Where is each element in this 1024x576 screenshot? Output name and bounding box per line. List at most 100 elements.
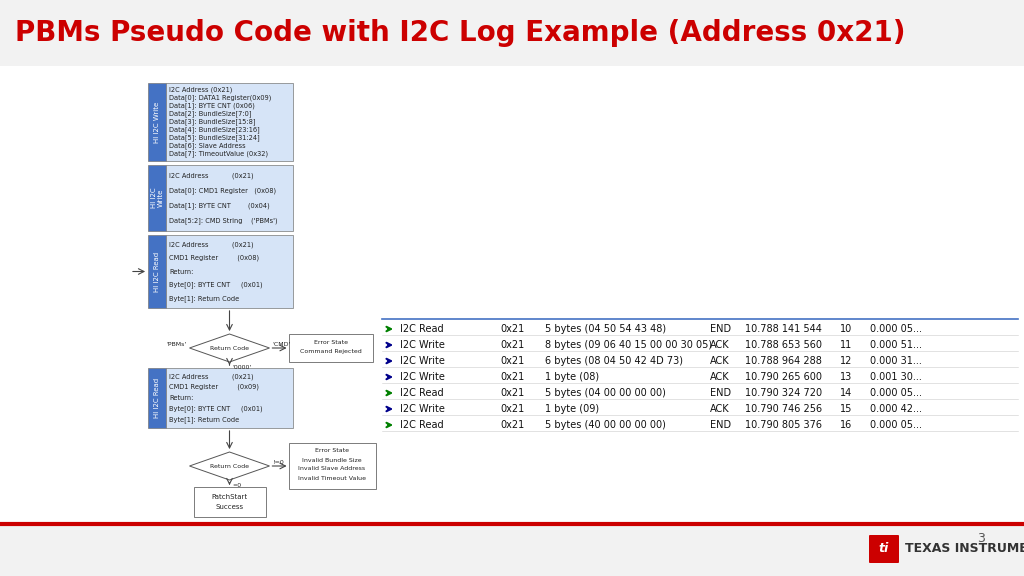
Text: I2C Address           (0x21): I2C Address (0x21) (169, 241, 254, 248)
Text: Data[1]: BYTE CNT        (0x04): Data[1]: BYTE CNT (0x04) (169, 202, 269, 209)
FancyBboxPatch shape (0, 0, 1024, 66)
FancyBboxPatch shape (194, 487, 265, 517)
Text: Byte[1]: Return Code: Byte[1]: Return Code (169, 295, 240, 302)
Text: 6 bytes (08 04 50 42 4D 73): 6 bytes (08 04 50 42 4D 73) (545, 356, 683, 366)
Text: 0.000 51...: 0.000 51... (870, 340, 922, 350)
Text: 15: 15 (840, 404, 852, 414)
Text: Data[2]: BundleSize[7:0]: Data[2]: BundleSize[7:0] (169, 111, 252, 118)
Text: HI I2C Read: HI I2C Read (154, 252, 160, 291)
FancyBboxPatch shape (166, 368, 293, 428)
Text: !=0: !=0 (272, 460, 285, 464)
Text: Data[4]: BundleSize[23:16]: Data[4]: BundleSize[23:16] (169, 127, 260, 134)
Text: 5 bytes (04 00 00 00 00): 5 bytes (04 00 00 00 00) (545, 388, 666, 398)
Text: 5 bytes (04 50 54 43 48): 5 bytes (04 50 54 43 48) (545, 324, 667, 334)
Text: 0x21: 0x21 (500, 356, 524, 366)
FancyBboxPatch shape (148, 83, 166, 161)
Text: I2C Read: I2C Read (400, 388, 443, 398)
Text: Data[0]: DATA1 Register(0x09): Data[0]: DATA1 Register(0x09) (169, 94, 271, 101)
Text: Invalid Timeout Value: Invalid Timeout Value (298, 476, 366, 480)
Text: Return:: Return: (169, 395, 194, 401)
Text: 16: 16 (840, 420, 852, 430)
Text: ti: ti (879, 543, 889, 555)
Polygon shape (189, 452, 269, 480)
FancyBboxPatch shape (289, 443, 376, 489)
Text: I2C Address (0x21): I2C Address (0x21) (169, 87, 232, 93)
Text: Data[3]: BundleSize[15:8]: Data[3]: BundleSize[15:8] (169, 119, 256, 126)
FancyBboxPatch shape (148, 368, 166, 428)
Text: 0.000 05...: 0.000 05... (870, 324, 922, 334)
Text: HI I2C Write: HI I2C Write (154, 101, 160, 143)
Text: Error State: Error State (315, 449, 349, 453)
FancyBboxPatch shape (148, 165, 166, 231)
Polygon shape (189, 334, 269, 362)
Text: 0.000 31...: 0.000 31... (870, 356, 922, 366)
Text: 13: 13 (840, 372, 852, 382)
Text: Byte[0]: BYTE CNT     (0x01): Byte[0]: BYTE CNT (0x01) (169, 282, 262, 288)
Text: 0.000 42...: 0.000 42... (870, 404, 922, 414)
Text: Success: Success (215, 504, 244, 510)
Text: 0.001 30...: 0.001 30... (870, 372, 922, 382)
Text: Return:: Return: (169, 268, 194, 275)
Text: 1 byte (09): 1 byte (09) (545, 404, 599, 414)
Text: I2C Write: I2C Write (400, 372, 444, 382)
Text: Data[7]: TimeoutValue (0x32): Data[7]: TimeoutValue (0x32) (169, 151, 268, 157)
Text: I2C Read: I2C Read (400, 324, 443, 334)
Text: PBMs Pseudo Code with I2C Log Example (Address 0x21): PBMs Pseudo Code with I2C Log Example (A… (15, 19, 905, 47)
Text: 0x21: 0x21 (500, 372, 524, 382)
Text: 12: 12 (840, 356, 852, 366)
Text: I2C Write: I2C Write (400, 356, 444, 366)
Text: 11: 11 (840, 340, 852, 350)
Text: =0: =0 (232, 483, 242, 488)
Text: 'PBMs': 'PBMs' (166, 342, 186, 347)
FancyBboxPatch shape (166, 165, 293, 231)
Text: ACK: ACK (710, 404, 730, 414)
Text: 0x21: 0x21 (500, 404, 524, 414)
Text: 10.790 265 600: 10.790 265 600 (745, 372, 822, 382)
Text: 10.788 964 288: 10.788 964 288 (745, 356, 822, 366)
Text: CMD1 Register         (0x09): CMD1 Register (0x09) (169, 384, 259, 391)
Text: Return Code: Return Code (210, 464, 249, 468)
Text: Data[0]: CMD1 Register   (0x08): Data[0]: CMD1 Register (0x08) (169, 187, 276, 194)
Text: 0.000 05...: 0.000 05... (870, 420, 922, 430)
Text: Byte[1]: Return Code: Byte[1]: Return Code (169, 416, 240, 423)
Text: 10.790 324 720: 10.790 324 720 (745, 388, 822, 398)
Text: Error State: Error State (313, 340, 347, 346)
Text: END: END (710, 420, 731, 430)
FancyBboxPatch shape (166, 235, 293, 308)
Text: 14: 14 (840, 388, 852, 398)
Text: CMD1 Register         (0x08): CMD1 Register (0x08) (169, 255, 259, 262)
Text: 10: 10 (840, 324, 852, 334)
Text: Byte[0]: BYTE CNT     (0x01): Byte[0]: BYTE CNT (0x01) (169, 406, 262, 412)
Text: I2C Write: I2C Write (400, 340, 444, 350)
Text: 10.788 141 544: 10.788 141 544 (745, 324, 822, 334)
Text: END: END (710, 324, 731, 334)
Text: I2C Address           (0x21): I2C Address (0x21) (169, 172, 254, 179)
Text: ACK: ACK (710, 356, 730, 366)
Text: Data[5:2]: CMD String    ('PBMs'): Data[5:2]: CMD String ('PBMs') (169, 217, 278, 224)
Text: HI I2C Read: HI I2C Read (154, 378, 160, 418)
Text: 1 byte (08): 1 byte (08) (545, 372, 599, 382)
Text: Return Code: Return Code (210, 346, 249, 351)
Text: 10.788 653 560: 10.788 653 560 (745, 340, 822, 350)
Text: 10.790 746 256: 10.790 746 256 (745, 404, 822, 414)
Text: I2C Write: I2C Write (400, 404, 444, 414)
Text: 10.790 805 376: 10.790 805 376 (745, 420, 822, 430)
Text: Data[5]: BundleSize[31:24]: Data[5]: BundleSize[31:24] (169, 135, 260, 141)
Text: ACK: ACK (710, 340, 730, 350)
FancyBboxPatch shape (148, 235, 166, 308)
Text: Data[1]: BYTE CNT (0x06): Data[1]: BYTE CNT (0x06) (169, 103, 255, 109)
FancyBboxPatch shape (0, 48, 1024, 524)
Text: 8 bytes (09 06 40 15 00 00 30 05): 8 bytes (09 06 40 15 00 00 30 05) (545, 340, 712, 350)
FancyBboxPatch shape (869, 535, 899, 563)
Text: 0.000 05...: 0.000 05... (870, 388, 922, 398)
Text: I2C Address           (0x21): I2C Address (0x21) (169, 373, 254, 380)
Text: ACK: ACK (710, 372, 730, 382)
FancyBboxPatch shape (166, 83, 293, 161)
Text: 5 bytes (40 00 00 00 00): 5 bytes (40 00 00 00 00) (545, 420, 666, 430)
Text: PatchStart: PatchStart (211, 494, 248, 500)
Text: Invalid Bundle Size: Invalid Bundle Size (302, 457, 361, 463)
Text: 'CMD': 'CMD' (272, 342, 291, 347)
Text: '0000': '0000' (232, 365, 252, 370)
Text: 0x21: 0x21 (500, 388, 524, 398)
Text: 3: 3 (977, 532, 985, 545)
